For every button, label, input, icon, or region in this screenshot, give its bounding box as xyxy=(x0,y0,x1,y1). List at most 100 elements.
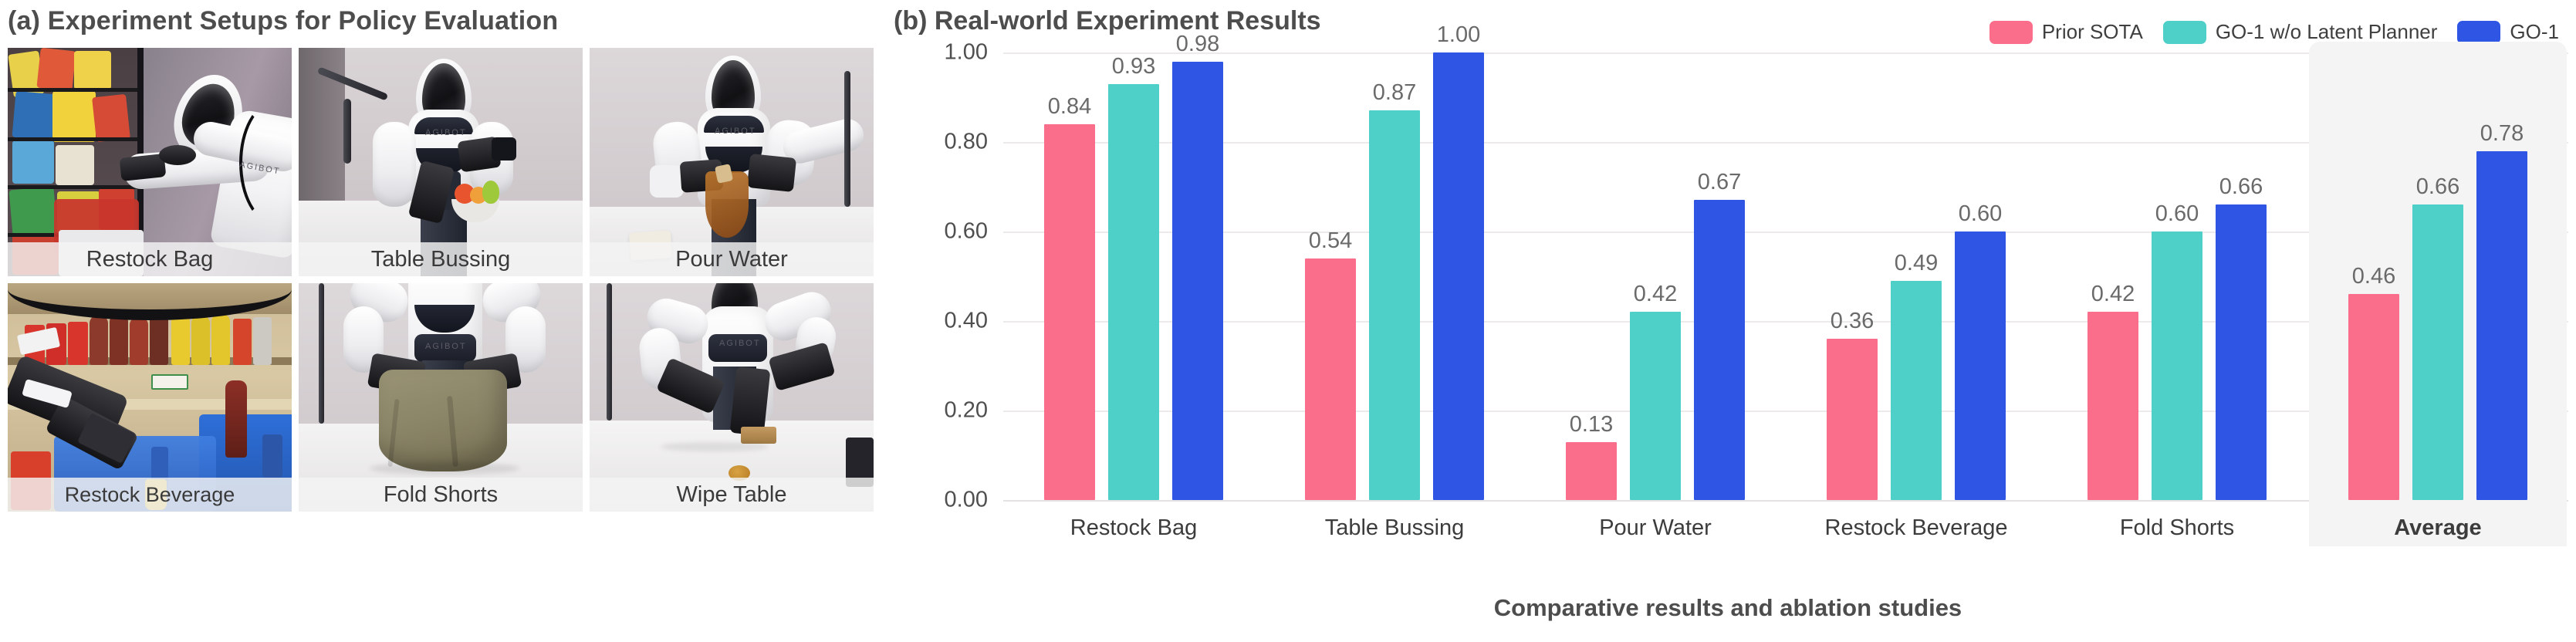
bar-group-table-bussing: 0.54 0.87 1.00 Table Bussing xyxy=(1264,22,1525,540)
bar-go-1-w-o-latent-planner[interactable] xyxy=(1369,110,1420,500)
bar-value-label: 0.93 xyxy=(1111,53,1156,79)
bars: 0.54 0.87 1.00 xyxy=(1264,22,1525,500)
image-caption: Fold Shorts xyxy=(299,478,583,512)
bar-prior-sota[interactable] xyxy=(1305,258,1356,500)
bar-prior-sota[interactable] xyxy=(2088,312,2138,500)
panel-a-title: (a) Experiment Setups for Policy Evaluat… xyxy=(8,6,559,35)
bar-slot: 0.93 xyxy=(1108,52,1159,500)
bar-value-label: 0.87 xyxy=(1372,80,1417,106)
bars: 0.42 0.60 0.66 xyxy=(2047,52,2307,500)
bar-slot: 0.46 xyxy=(2348,52,2399,500)
bar-group-fold-shorts: 0.42 0.60 0.66 Fold Shorts xyxy=(2047,52,2307,540)
bar-value-label: 0.46 xyxy=(2351,264,2396,289)
bar-slot: 0.78 xyxy=(2476,52,2527,500)
y-axis-tick-label: 0.00 xyxy=(944,487,988,512)
scene-table-bussing: AGIBOT xyxy=(299,48,583,276)
legend-item-0[interactable]: Prior SOTA xyxy=(1989,20,2143,44)
x-axis-tick-label: Table Bussing xyxy=(1324,515,1465,540)
bar-slot: 0.49 xyxy=(1891,52,1942,500)
bar-value-label: 0.98 xyxy=(1175,31,1220,56)
setup-image-pour-water: AGIBOT Pour Water xyxy=(590,48,874,276)
legend-item-2[interactable]: GO-1 xyxy=(2457,20,2559,44)
bar-go-1-w-o-latent-planner[interactable] xyxy=(2412,204,2463,500)
setup-image-fold-shorts: AGIBOT Fold Shorts xyxy=(299,283,583,512)
bar-slot: 0.67 xyxy=(1694,52,1745,500)
bar-value-label: 0.42 xyxy=(1633,282,1678,307)
bar-value-label: 0.66 xyxy=(2219,174,2263,200)
bar-go-1[interactable] xyxy=(1172,61,1223,500)
bar-value-label: 0.13 xyxy=(1569,411,1614,437)
bar-go-1-w-o-latent-planner[interactable] xyxy=(1891,280,1942,500)
bar-prior-sota[interactable] xyxy=(1044,123,1095,500)
bar-go-1-w-o-latent-planner[interactable] xyxy=(1108,83,1159,500)
x-axis-tick-label: Fold Shorts xyxy=(2119,515,2235,540)
gridline xyxy=(1003,231,2568,233)
bar-slot: 0.60 xyxy=(2152,52,2202,500)
legend-item-1[interactable]: GO-1 w/o Latent Planner xyxy=(2162,20,2437,44)
bar-go-1[interactable] xyxy=(1955,231,2006,500)
bars: 0.13 0.42 0.67 xyxy=(1525,52,1786,500)
bar-slot: 0.84 xyxy=(1044,52,1095,500)
bar-value-label: 0.54 xyxy=(1308,228,1353,253)
scene-restock-beverage xyxy=(8,283,292,512)
panel-a-experiment-setups: (a) Experiment Setups for Policy Evaluat… xyxy=(0,0,880,642)
experiment-setup-image-grid: AGIBOT Restock Bag xyxy=(8,48,874,512)
bar-value-label: 0.66 xyxy=(2415,174,2460,200)
bar-slot: 0.36 xyxy=(1827,52,1878,500)
bar-go-1[interactable] xyxy=(1694,200,1745,500)
gridline xyxy=(1003,321,2568,323)
bars: 0.84 0.93 0.98 xyxy=(1003,32,1264,500)
setup-image-table-bussing: AGIBOT Table Bussing xyxy=(299,48,583,276)
gridline xyxy=(1003,142,2568,144)
y-axis-tick-label: 0.20 xyxy=(944,397,988,423)
image-caption: Pour Water xyxy=(590,242,874,276)
bar-group-average: 0.46 0.66 0.78 Average xyxy=(2307,42,2568,546)
bar-go-1[interactable] xyxy=(2476,150,2527,500)
bar-group-restock-beverage: 0.36 0.49 0.60 Restock Beverage xyxy=(1786,52,2047,540)
bar-go-1[interactable] xyxy=(1433,52,1484,500)
bar-value-label: 0.36 xyxy=(1830,309,1875,334)
bar-slot: 0.66 xyxy=(2216,52,2267,500)
panel-b-title: (b) Real-world Experiment Results xyxy=(894,6,1321,35)
setup-image-wipe-table: AGIBOT Wipe Table xyxy=(590,283,874,512)
bar-prior-sota[interactable] xyxy=(2348,294,2399,500)
bar-slot: 0.42 xyxy=(2088,52,2138,500)
bar-slot: 0.54 xyxy=(1305,52,1356,500)
image-caption: Table Bussing xyxy=(299,242,583,276)
bar-go-1-w-o-latent-planner[interactable] xyxy=(1630,312,1681,500)
bar-prior-sota[interactable] xyxy=(1566,441,1617,500)
setup-image-restock-beverage: Restock Beverage xyxy=(8,283,292,512)
bars: 0.36 0.49 0.60 xyxy=(1786,52,2047,500)
bar-value-label: 0.78 xyxy=(2480,120,2524,146)
image-caption: Wipe Table xyxy=(590,478,874,512)
setup-image-restock-bag: AGIBOT Restock Bag xyxy=(8,48,292,276)
y-axis-tick-label: 1.00 xyxy=(944,39,988,65)
bar-value-label: 0.60 xyxy=(1958,201,2003,226)
gridline xyxy=(1003,52,2568,54)
y-axis-tick-label: 0.40 xyxy=(944,308,988,333)
axis-baseline xyxy=(1003,500,2568,502)
image-caption: Restock Bag xyxy=(8,242,292,276)
x-axis-tick-label: Average xyxy=(2394,515,2482,540)
bar-slot: 0.13 xyxy=(1566,52,1617,500)
y-axis-tick-label: 0.80 xyxy=(944,129,988,154)
figure-caption: Comparative results and ablation studies xyxy=(1493,594,1962,621)
y-axis-tick-label: 0.60 xyxy=(944,218,988,244)
x-axis-tick-label: Pour Water xyxy=(1599,515,1712,540)
bar-value-label: 0.60 xyxy=(2155,201,2199,226)
bar-value-label: 0.49 xyxy=(1894,250,1939,275)
plot-grid-area: 0.84 0.93 0.98 Restock Bag 0.54 0.87 1.00 Table… xyxy=(1003,22,2568,546)
bar-group-restock-bag: 0.84 0.93 0.98 Restock Bag xyxy=(1003,32,1264,540)
bar-go-1[interactable] xyxy=(2216,204,2267,500)
legend-swatch-icon xyxy=(2162,20,2206,44)
bar-go-1-w-o-latent-planner[interactable] xyxy=(2152,231,2202,500)
bar-value-label: 0.67 xyxy=(1697,170,1742,195)
scene-restock-bag: AGIBOT xyxy=(8,48,292,276)
bars: 0.46 0.66 0.78 xyxy=(2307,52,2568,500)
bar-groups: 0.84 0.93 0.98 Restock Bag 0.54 0.87 1.00 Table… xyxy=(1003,22,2568,546)
legend-label: GO-1 xyxy=(2510,20,2559,43)
x-axis-tick-label: Restock Beverage xyxy=(1824,515,2008,540)
bar-prior-sota[interactable] xyxy=(1827,339,1878,500)
image-caption: Restock Beverage xyxy=(8,478,292,512)
